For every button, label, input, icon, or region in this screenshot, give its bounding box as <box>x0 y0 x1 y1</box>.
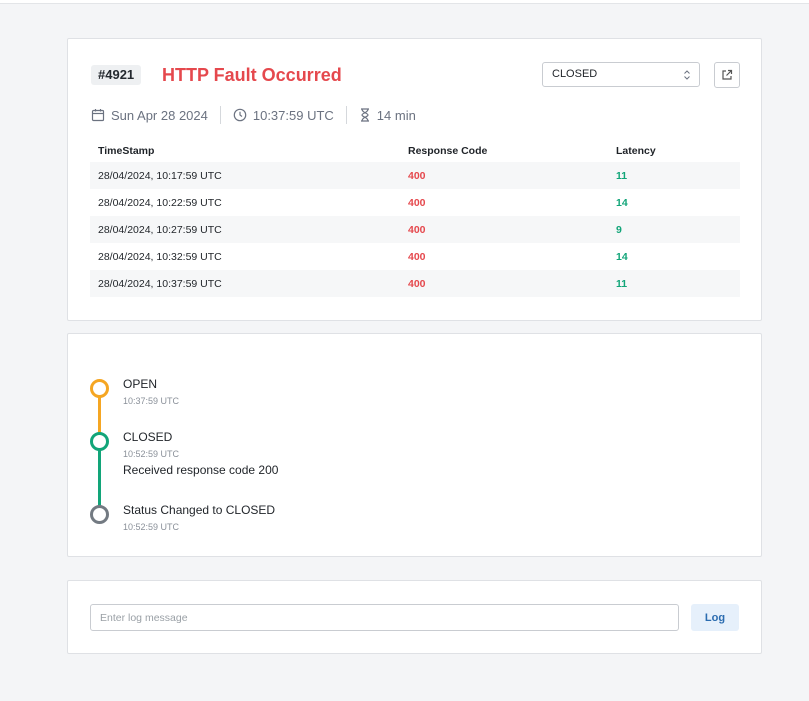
table-row: 28/04/2024, 10:32:59 UTC 400 14 <box>90 243 740 270</box>
cell-timestamp: 28/04/2024, 10:17:59 UTC <box>98 169 222 182</box>
cell-latency: 9 <box>616 223 622 236</box>
response-table: TimeStamp Response Code Latency 28/04/20… <box>90 140 740 297</box>
incident-title: HTTP Fault Occurred <box>162 65 342 85</box>
table-row: 28/04/2024, 10:37:59 UTC 400 11 <box>90 270 740 297</box>
timeline-connector <box>98 394 101 440</box>
chevron-up-down-icon <box>684 70 690 80</box>
table-row: 28/04/2024, 10:17:59 UTC 400 11 <box>90 162 740 189</box>
cell-latency: 11 <box>616 277 628 290</box>
incident-meta: Sun Apr 28 2024 10:37:59 UTC 14 min <box>91 106 416 124</box>
timeline-connector <box>98 448 101 514</box>
timeline-dot-closed <box>90 432 109 451</box>
external-link-icon <box>722 69 733 80</box>
top-bar <box>0 0 809 4</box>
event-time: 10:37:59 UTC <box>123 396 180 406</box>
incident-id-badge: #4921 <box>91 65 142 85</box>
log-card: Log <box>67 580 762 654</box>
cell-latency: 14 <box>616 250 628 263</box>
table-row: 28/04/2024, 10:27:59 UTC 400 9 <box>90 216 740 243</box>
divider <box>219 106 221 124</box>
cell-timestamp: 28/04/2024, 10:27:59 UTC <box>98 223 222 236</box>
log-message-input[interactable] <box>90 604 679 631</box>
event-title: OPEN <box>123 377 158 391</box>
duration-text: 14 min <box>376 107 416 123</box>
cell-response-code: 400 <box>408 250 426 263</box>
header-timestamp: TimeStamp <box>98 145 155 157</box>
cell-response-code: 400 <box>408 196 426 209</box>
cell-timestamp: 28/04/2024, 10:32:59 UTC <box>98 250 222 263</box>
timeline-dot-status-changed <box>90 505 109 524</box>
cell-response-code: 400 <box>408 223 426 236</box>
date-meta: Sun Apr 28 2024 <box>91 108 208 123</box>
hourglass-icon <box>360 108 369 122</box>
log-button[interactable]: Log <box>691 604 739 631</box>
cell-timestamp: 28/04/2024, 10:37:59 UTC <box>98 277 222 290</box>
table-row: 28/04/2024, 10:22:59 UTC 400 14 <box>90 189 740 216</box>
cell-response-code: 400 <box>408 277 426 290</box>
status-select[interactable]: CLOSED <box>542 62 700 87</box>
open-external-button[interactable] <box>714 62 740 88</box>
duration-meta: 14 min <box>359 108 416 123</box>
event-title: CLOSED <box>123 430 173 444</box>
time-meta: 10:37:59 UTC <box>233 108 334 123</box>
time-text: 10:37:59 UTC <box>252 107 334 123</box>
table-header: TimeStamp Response Code Latency <box>90 140 740 162</box>
timeline-card: OPEN 10:37:59 UTC CLOSED 10:52:59 UTC Re… <box>67 333 762 557</box>
clock-icon <box>233 108 247 122</box>
date-text: Sun Apr 28 2024 <box>111 107 208 123</box>
calendar-icon <box>91 109 105 122</box>
status-select-value: CLOSED <box>552 68 598 80</box>
header-response-code: Response Code <box>408 145 488 157</box>
divider <box>345 106 347 124</box>
event-time: 10:52:59 UTC <box>123 449 180 459</box>
incident-card: #4921 HTTP Fault Occurred CLOSED Sun Apr… <box>67 38 762 321</box>
cell-response-code: 400 <box>408 169 426 182</box>
cell-latency: 14 <box>616 196 628 209</box>
event-title: Status Changed to CLOSED <box>123 503 276 517</box>
header-latency: Latency <box>616 145 656 157</box>
timeline-dot-open <box>90 379 109 398</box>
cell-latency: 11 <box>616 169 628 182</box>
cell-timestamp: 28/04/2024, 10:22:59 UTC <box>98 196 222 209</box>
event-time: 10:52:59 UTC <box>123 522 180 532</box>
event-message: Received response code 200 <box>123 463 279 477</box>
